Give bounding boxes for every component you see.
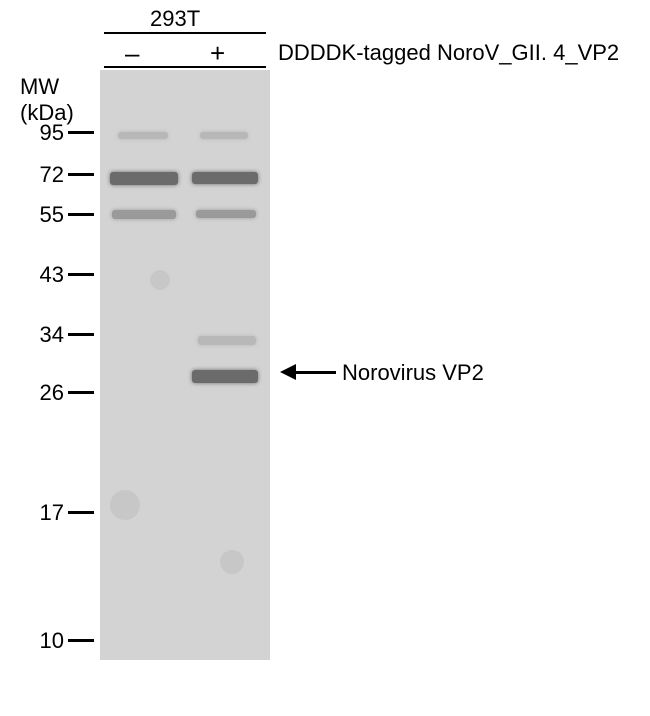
construct-label: DDDDK-tagged NoroV_GII. 4_VP2 bbox=[278, 40, 619, 66]
header-overline bbox=[104, 32, 266, 34]
mw-label: 95 bbox=[24, 120, 64, 146]
blot-band bbox=[192, 370, 258, 383]
lane-minus-sign: – bbox=[125, 38, 139, 69]
arrow-line bbox=[296, 371, 336, 374]
western-blot-membrane bbox=[100, 70, 270, 660]
mw-label: 72 bbox=[24, 162, 64, 188]
blot-band bbox=[200, 132, 248, 139]
figure-container: 293T – + DDDDK-tagged NoroV_GII. 4_VP2 M… bbox=[0, 0, 650, 716]
blot-noise bbox=[110, 490, 140, 520]
blot-band bbox=[110, 172, 178, 185]
blot-band bbox=[192, 172, 258, 184]
mw-tick bbox=[68, 333, 94, 336]
mw-label: 17 bbox=[24, 500, 64, 526]
blot-noise bbox=[150, 270, 170, 290]
blot-noise bbox=[220, 550, 244, 574]
blot-band bbox=[198, 336, 256, 345]
arrow-head-icon bbox=[280, 364, 296, 380]
lane-plus-sign: + bbox=[210, 38, 225, 69]
mw-label: 55 bbox=[24, 202, 64, 228]
mw-tick bbox=[68, 273, 94, 276]
mw-tick bbox=[68, 131, 94, 134]
header-underline bbox=[104, 66, 266, 68]
target-band-label: Norovirus VP2 bbox=[342, 360, 484, 386]
mw-tick bbox=[68, 213, 94, 216]
mw-title-line1: MW bbox=[20, 74, 59, 99]
mw-label: 10 bbox=[24, 628, 64, 654]
mw-label: 34 bbox=[24, 322, 64, 348]
mw-label: 26 bbox=[24, 380, 64, 406]
blot-band bbox=[118, 132, 168, 139]
blot-band bbox=[112, 210, 176, 219]
mw-title: MW (kDa) bbox=[20, 74, 74, 126]
blot-band bbox=[196, 210, 256, 218]
cell-line-label: 293T bbox=[150, 6, 200, 32]
mw-tick bbox=[68, 511, 94, 514]
mw-tick bbox=[68, 639, 94, 642]
mw-label: 43 bbox=[24, 262, 64, 288]
mw-tick bbox=[68, 391, 94, 394]
mw-tick bbox=[68, 173, 94, 176]
